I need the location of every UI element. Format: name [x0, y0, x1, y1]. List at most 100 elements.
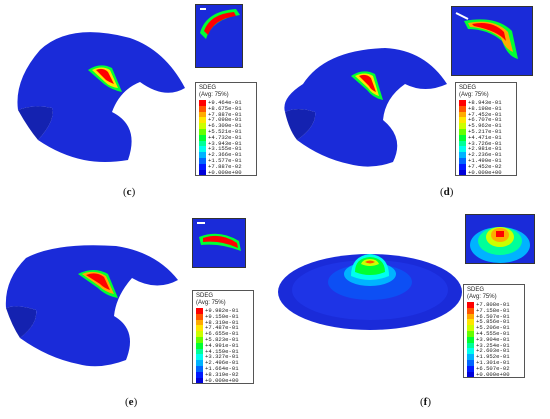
legend-tick-label: +3.943e-01	[208, 139, 242, 147]
legend-subtitle: (Avg: 75%)	[467, 294, 497, 300]
legend-tick-label: +4.471e-01	[468, 133, 502, 141]
color-swatch	[196, 377, 203, 384]
legend-tick-label: +8.675e-01	[208, 104, 242, 112]
legend-tick-label: +7.098e-01	[208, 116, 242, 124]
color-swatch	[459, 134, 466, 141]
legend-tick-label: +1.664e-01	[205, 364, 239, 372]
color-swatch	[467, 348, 474, 355]
legend-tick-label: +7.887e-02	[208, 162, 242, 170]
color-swatch	[199, 111, 206, 118]
legend-tick-label: +0.000e+00	[205, 376, 239, 384]
color-swatch	[199, 146, 206, 153]
color-swatch	[199, 157, 206, 164]
legend-title: SDEG	[459, 85, 477, 91]
legend-subtitle: (Avg: 75%)	[459, 92, 489, 98]
color-swatch	[459, 117, 466, 124]
color-swatch	[459, 105, 466, 112]
color-swatch	[459, 152, 466, 158]
legend-tick-label: +0.000e+00	[208, 168, 242, 176]
legend-title: SDEG	[467, 287, 485, 293]
legend-tick-label: +9.150e-01	[205, 312, 239, 320]
legend-tick-label: +5.823e-01	[205, 335, 239, 343]
legend-tick-label: +1.952e-01	[476, 353, 510, 361]
color-swatch	[196, 336, 203, 343]
legend-tick-label: +3.254e-01	[476, 341, 510, 349]
caption-c: (c)	[123, 186, 136, 198]
color-swatch	[199, 117, 206, 124]
damage-band-c	[88, 65, 122, 92]
legend-tick-label: +5.206e-01	[476, 324, 510, 332]
color-swatch	[467, 365, 474, 372]
legend-tick-label: +9.982e-01	[205, 307, 239, 314]
legend-tick-label: +6.655e-01	[205, 330, 239, 338]
damage-band-e	[78, 270, 118, 298]
legend-tick-label: +2.236e-01	[468, 151, 502, 159]
legend-tick-label: +7.487e-01	[205, 324, 239, 332]
legend-tick-label: +4.555e-01	[476, 329, 510, 337]
caption-d: (d)	[440, 186, 454, 198]
legend-ticks: +8.943e-01 +8.198e-01 +7.452e-01 +6.707e…	[468, 100, 502, 175]
legend-subtitle: (Avg: 75%)	[199, 92, 229, 98]
legend-tick-label: +7.887e-01	[208, 110, 242, 118]
legend-f: SDEG (Avg: 75%) +7.808e-01 +7.158e-01 +6…	[463, 284, 525, 378]
color-swatch	[467, 307, 474, 314]
legend-ticks: +7.808e-01 +7.158e-01 +6.507e-01 +5.856e…	[476, 302, 510, 377]
color-swatch	[467, 313, 474, 320]
legend-tick-label: +1.301e-01	[476, 358, 510, 366]
panel-d: SDEG (Avg: 75%) +8.943e-01 +8.198e-01 +7…	[275, 0, 550, 210]
legend-tick-label: +4.159e-01	[205, 347, 239, 355]
color-swatch	[459, 163, 466, 170]
color-swatch	[467, 354, 474, 360]
color-swatch	[459, 111, 466, 118]
color-swatch	[459, 123, 466, 129]
legend-e: SDEG (Avg: 75%) +9.982e-01 +9.150e-01 +8…	[192, 290, 254, 384]
color-swatch	[199, 123, 206, 129]
legend-tick-label: +5.962e-01	[468, 122, 502, 130]
zoom-inset-e	[192, 218, 246, 268]
legend-c: SDEG (Avg: 75%) +9.464e-01 +8.675e-01 +7…	[195, 82, 257, 176]
color-swatch	[467, 325, 474, 331]
legend-tick-label: +3.904e-01	[476, 335, 510, 343]
zoom-inset-c	[195, 4, 243, 68]
damage-band-d	[351, 71, 383, 100]
disc-plate-e	[5, 245, 179, 367]
panel-e: SDEG (Avg: 75%) +9.982e-01 +9.150e-01 +8…	[0, 210, 275, 419]
legend-tick-label: +7.158e-01	[476, 306, 510, 314]
legend-tick-label: +4.991e-01	[205, 341, 239, 349]
panel-c: SDEG (Avg: 75%) +9.464e-01 +8.675e-01 +7…	[0, 0, 275, 210]
legend-tick-label: +6.507e-01	[476, 312, 510, 320]
legend-subtitle: (Avg: 75%)	[196, 300, 226, 306]
color-swatch	[459, 128, 466, 135]
color-swatch	[467, 302, 474, 308]
color-swatch	[467, 336, 474, 343]
legend-title: SDEG	[196, 293, 214, 299]
color-swatch	[199, 105, 206, 112]
color-swatch	[196, 371, 203, 378]
legend-tick-label: +5.217e-01	[468, 127, 502, 135]
legend-tick-label: +6.707e-01	[468, 116, 502, 124]
dome-bulge-f	[351, 254, 389, 280]
legend-tick-label: +2.603e-01	[476, 347, 510, 355]
zoom-inset-f	[465, 214, 535, 264]
disc-plate-c	[17, 32, 185, 162]
color-swatch	[196, 313, 203, 320]
color-swatch	[459, 169, 466, 176]
color-swatch	[459, 157, 466, 164]
legend-tick-label: +7.808e-01	[476, 301, 510, 308]
color-swatch	[467, 330, 474, 337]
color-swatch	[459, 140, 466, 147]
legend-tick-label: +6.309e-01	[208, 122, 242, 130]
legend-tick-label: +3.327e-01	[205, 353, 239, 361]
disc-plate-d	[284, 48, 447, 167]
legend-tick-label: +8.943e-01	[468, 99, 502, 106]
legend-tick-label: +1.577e-01	[208, 156, 242, 164]
color-swatch	[196, 365, 203, 372]
legend-tick-label: +5.856e-01	[476, 318, 510, 326]
color-swatch	[196, 319, 203, 326]
color-swatch	[467, 342, 474, 349]
zoom-inset-d	[451, 6, 533, 76]
color-swatch	[199, 152, 206, 158]
color-swatch	[196, 325, 203, 332]
legend-tick-label: +2.496e-01	[205, 359, 239, 367]
legend-tick-label: +1.490e-01	[468, 156, 502, 164]
